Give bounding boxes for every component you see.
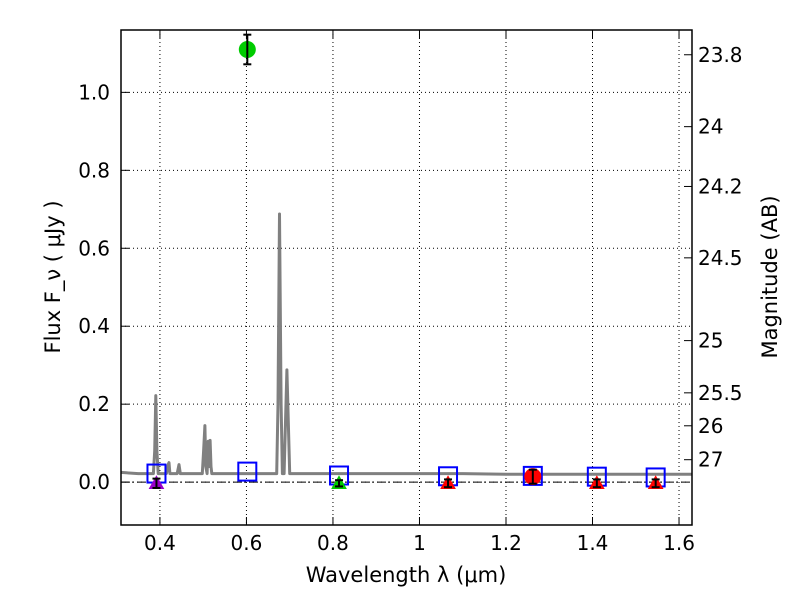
magnitude-tick-label: 27	[698, 448, 723, 472]
model-sed-curve	[120, 212, 692, 476]
y2-axis-label: Magnitude (AB)	[758, 195, 782, 358]
magnitude-tick-label: 25.5	[698, 381, 743, 405]
observed-photometry-markers	[148, 33, 664, 490]
y-tick-labels: 0.0 0.2 0.4 0.6 0.8 1.0	[78, 80, 110, 494]
magnitude-tick-label: 25	[698, 329, 723, 353]
axis-ticks	[121, 30, 692, 525]
y-tick-label: 0.8	[78, 158, 110, 182]
x-tick-label: 0.8	[317, 531, 349, 555]
model-band-flux-markers	[146, 461, 666, 488]
x-tick-label: 1.6	[663, 531, 695, 555]
x-tick-label: 1.4	[577, 531, 609, 555]
grid-lines	[121, 30, 692, 525]
y-tick-label: 0.0	[78, 470, 110, 494]
y-tick-label: 0.4	[78, 314, 110, 338]
x-tick-label: 0.4	[144, 531, 176, 555]
x-axis-label: Wavelength λ (μm)	[306, 563, 507, 587]
y-axis-label: Flux F_ν ( μJy )	[41, 200, 66, 353]
y-tick-label: 0.2	[78, 392, 110, 416]
y-tick-label: 1.0	[78, 80, 110, 104]
magnitude-tick-label: 23.8	[698, 43, 743, 67]
magnitude-tick-label: 24.2	[698, 174, 743, 198]
plot-frame	[120, 29, 693, 526]
x-tick-label: 1	[413, 531, 426, 555]
magnitude-tick-label: 26	[698, 414, 723, 438]
x-tick-label: 1.2	[490, 531, 522, 555]
magnitude-tick-label: 24	[698, 115, 723, 139]
model-band-square	[237, 461, 258, 482]
x-tick-labels: 0.4 0.6 0.8 1 1.2 1.4 1.6	[144, 531, 695, 555]
x-tick-label: 0.6	[231, 531, 263, 555]
magnitude-tick-labels: 23.8 24 24.2 24.5 25 25.5 26 27	[698, 43, 743, 472]
magnitude-tick-label: 24.5	[698, 246, 743, 270]
y-tick-label: 0.6	[78, 236, 110, 260]
